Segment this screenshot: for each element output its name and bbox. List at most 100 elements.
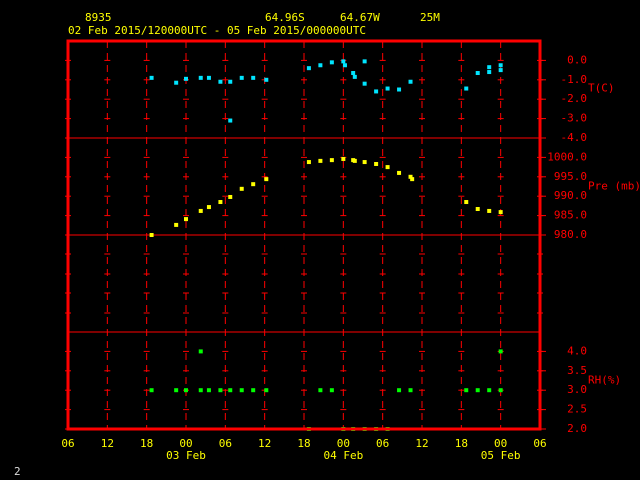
station: 8935 (85, 11, 112, 24)
point (329, 388, 334, 393)
x-tick-label: 12 (101, 437, 114, 450)
y-tick-label: 2.0 (567, 422, 587, 435)
point (174, 80, 179, 85)
y-axis-label: RH(%) (588, 374, 621, 387)
point (352, 158, 357, 163)
y-tick-label: 995.0 (554, 170, 587, 183)
point (264, 77, 269, 82)
x-tick-label: 00 (179, 437, 192, 450)
point (362, 81, 367, 86)
point (174, 388, 179, 393)
point (362, 59, 367, 64)
y-axis-label: Pre (mb) (588, 180, 640, 193)
date-label: 04 Feb (323, 449, 363, 462)
point (206, 75, 211, 80)
point (397, 87, 402, 92)
y-tick-label: -4.0 (561, 131, 588, 144)
y-tick-label: -2.0 (561, 92, 588, 105)
point (351, 71, 356, 76)
point (408, 174, 413, 179)
point (184, 76, 188, 81)
point (251, 182, 256, 187)
point (251, 75, 256, 80)
period: 02 Feb 2015/120000UTC - 05 Feb 2015/0000… (68, 24, 366, 37)
x-tick-label: 18 (140, 437, 153, 450)
point (228, 194, 233, 199)
x-tick-label: 18 (455, 437, 468, 450)
point (410, 177, 415, 182)
point (329, 158, 334, 163)
point (374, 89, 379, 94)
x-tick-label: 06 (219, 437, 232, 450)
point (318, 158, 323, 163)
point (475, 71, 480, 76)
point (498, 63, 503, 68)
y-tick-label: 4.0 (567, 344, 587, 357)
point (464, 200, 469, 205)
elevation: 25M (420, 11, 440, 24)
point (198, 75, 203, 80)
point (184, 388, 188, 393)
point (397, 388, 402, 393)
y-axis-label: T(C) (588, 82, 615, 95)
point (174, 222, 179, 227)
point (487, 208, 492, 213)
point (464, 86, 469, 91)
point (464, 388, 469, 393)
point (218, 200, 223, 205)
point (218, 388, 223, 393)
y-tick-label: 2.5 (567, 403, 587, 416)
point (218, 79, 223, 84)
point (385, 165, 390, 170)
point (487, 65, 492, 70)
point (498, 68, 503, 73)
point (264, 388, 269, 393)
point (149, 75, 154, 80)
point (475, 388, 480, 393)
x-tick-label: 12 (415, 437, 428, 450)
point (198, 208, 203, 213)
y-tick-label: -1.0 (561, 73, 588, 86)
y-tick-label: 3.5 (567, 364, 587, 377)
point (487, 70, 492, 75)
point (228, 388, 233, 393)
point (251, 388, 256, 393)
point (239, 75, 244, 80)
y-tick-label: 980.0 (554, 228, 587, 241)
point (318, 63, 323, 68)
y-tick-label: 985.0 (554, 209, 587, 222)
point (498, 388, 503, 393)
point (239, 388, 244, 393)
point (374, 161, 379, 166)
point (306, 66, 311, 71)
x-tick-label: 06 (533, 437, 546, 450)
frame (66, 39, 542, 431)
x-tick-label: 00 (494, 437, 507, 450)
point (385, 86, 390, 91)
point (362, 160, 367, 165)
point (498, 349, 503, 354)
latitude: 64.96S (265, 11, 305, 24)
x-tick-label: 00 (337, 437, 350, 450)
point (408, 388, 413, 393)
point (228, 118, 233, 123)
point (352, 74, 357, 79)
point (239, 186, 244, 191)
point (408, 79, 413, 84)
point (342, 63, 347, 68)
point (341, 156, 346, 161)
point (341, 59, 346, 64)
point (206, 205, 211, 210)
point (198, 349, 203, 354)
x-tick-label: 06 (61, 437, 74, 450)
page-number: 2 (14, 465, 21, 478)
point (306, 160, 311, 165)
y-tick-label: -3.0 (561, 112, 588, 125)
x-tick-label: 06 (376, 437, 389, 450)
y-tick-label: 990.0 (554, 189, 587, 202)
date-label: 05 Feb (481, 449, 521, 462)
point (475, 207, 480, 212)
